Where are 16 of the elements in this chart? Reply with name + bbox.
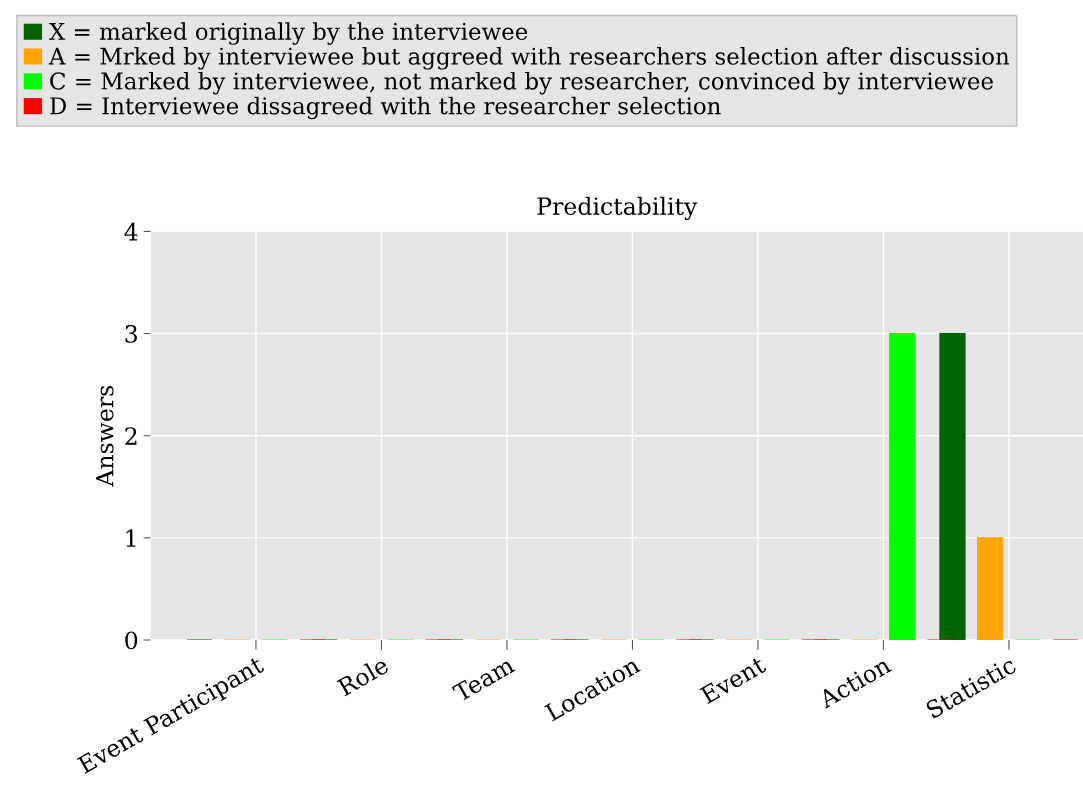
x-tick-label: Role [336, 655, 390, 697]
legend-label: X = marked originally by the interviewee [49, 22, 528, 45]
y-tick-label: 2 [125, 427, 137, 445]
y-axis-title: Answers [96, 385, 114, 487]
chart-title: Predictability [537, 196, 698, 220]
x-tick-label: Team [451, 655, 516, 703]
y-tick-label: 4 [124, 222, 138, 241]
legend-label: D = Interviewee dissagreed with the researcher selection [50, 96, 721, 120]
legend-label: C = Marked by interviewee, not marked by researcher, convinced by interviewee [50, 71, 993, 95]
bar [939, 333, 966, 640]
bar [889, 333, 916, 640]
y-tick-label: 1 [126, 529, 136, 547]
bar [977, 537, 1004, 640]
y-tick-label: 3 [125, 325, 137, 343]
legend-label: A = Mrked by interviewee but aggreed with researchers selection after discussion [48, 47, 1010, 70]
y-tick-label: 0 [125, 631, 138, 650]
